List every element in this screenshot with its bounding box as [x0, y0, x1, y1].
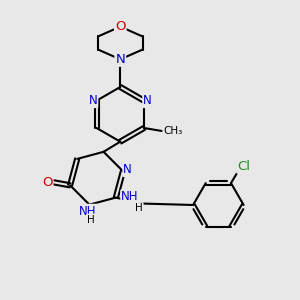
Text: N: N	[123, 163, 132, 176]
Text: NH: NH	[121, 190, 139, 203]
Text: N: N	[116, 53, 125, 66]
Text: N: N	[143, 94, 152, 107]
Text: H: H	[87, 214, 95, 224]
Text: Cl: Cl	[237, 160, 250, 173]
Text: N: N	[89, 94, 98, 107]
Text: H: H	[135, 203, 143, 213]
Text: CH₃: CH₃	[164, 126, 183, 136]
Text: O: O	[115, 20, 125, 33]
Text: O: O	[42, 176, 52, 189]
Text: NH: NH	[79, 205, 97, 218]
